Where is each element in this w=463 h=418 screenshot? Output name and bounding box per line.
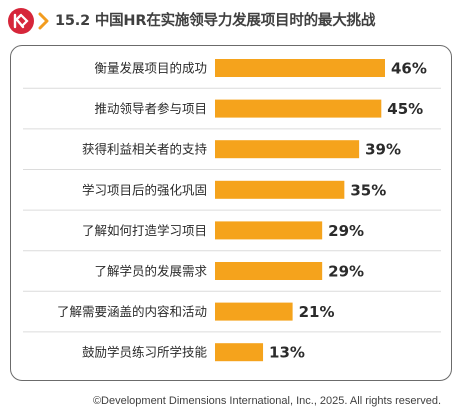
category-label: 鼓励学员练习所学技能 (82, 345, 208, 360)
value-label: 29% (328, 222, 364, 240)
category-label: 推动领导者参与项目 (94, 101, 207, 116)
bar (215, 221, 323, 240)
bar (215, 262, 323, 280)
chevron-right-icon (38, 12, 49, 30)
bar (215, 302, 293, 321)
category-label: 了解学员的发展需求 (94, 264, 207, 279)
category-label: 了解如何打造学习项目 (82, 223, 207, 238)
bar (215, 343, 264, 362)
value-label: 39% (365, 141, 401, 159)
value-label: 45% (387, 100, 423, 118)
bar (215, 59, 385, 77)
value-label: 29% (328, 263, 364, 281)
ddi-logo-icon (8, 8, 34, 34)
category-label: 学习项目后的强化巩固 (82, 182, 207, 197)
value-label: 35% (350, 181, 386, 199)
value-label: 13% (269, 344, 305, 362)
bar (215, 99, 382, 118)
bar (215, 180, 345, 199)
bar-chart: 衡量发展项目的成功 46% 推动领导者参与项目 45% 获得利益相关者的支持 39% 学习项… (23, 59, 441, 362)
copyright-footer: ©Development Dimensions International, I… (92, 395, 441, 407)
bar (215, 140, 360, 159)
page-title: 15.2 中国HR在实施领导力发展项目时的最大挑战 (55, 13, 376, 29)
category-label: 获得利益相关者的支持 (82, 142, 207, 157)
value-label: 21% (299, 303, 335, 321)
chart-card: 衡量发展项目的成功 46% 推动领导者参与项目 45% 获得利益相关者的支持 39% 学习项… (10, 45, 452, 381)
value-label: 46% (391, 60, 427, 78)
category-label: 衡量发展项目的成功 (94, 61, 207, 76)
category-label: 了解需要涵盖的内容和活动 (57, 304, 207, 319)
